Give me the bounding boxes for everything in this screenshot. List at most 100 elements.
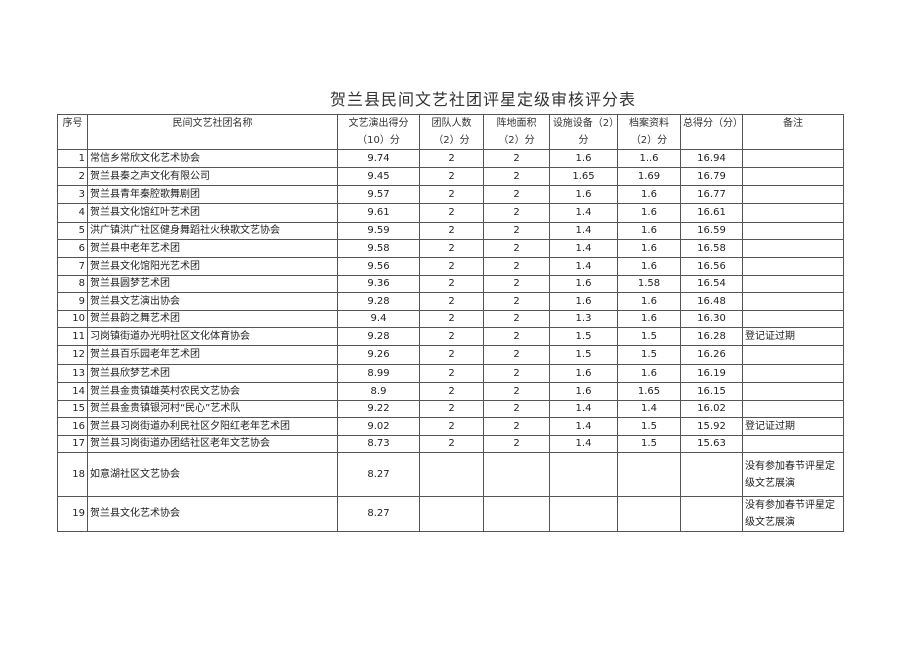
cell-index: 4 bbox=[57, 203, 88, 223]
cell-venue: 2 bbox=[483, 167, 550, 186]
cell-archives: 1.6 bbox=[617, 364, 681, 383]
header-members: 团队人数（2）分 bbox=[419, 114, 484, 150]
cell-members bbox=[419, 452, 484, 497]
cell-notes bbox=[742, 257, 844, 276]
cell-performance: 9.36 bbox=[337, 275, 420, 293]
cell-total: 16.61 bbox=[680, 203, 743, 223]
table-row: 19 贺兰县文化艺术协会 8.27 没有参加春节评星定级文艺展演 bbox=[57, 496, 844, 532]
cell-facilities: 1.5 bbox=[549, 345, 618, 365]
cell-venue: 2 bbox=[483, 364, 550, 383]
cell-performance: 8.99 bbox=[337, 364, 420, 383]
cell-facilities: 1.4 bbox=[549, 417, 618, 436]
cell-notes bbox=[742, 167, 844, 186]
cell-index: 15 bbox=[57, 400, 88, 418]
cell-name: 贺兰县习岗街道办团结社区老年文艺协会 bbox=[87, 435, 338, 453]
cell-total: 15.92 bbox=[680, 417, 743, 436]
cell-notes bbox=[742, 364, 844, 383]
cell-total: 16.56 bbox=[680, 257, 743, 276]
table-row: 10 贺兰县韵之舞艺术团 9.4 2 2 1.3 1.6 16.30 bbox=[57, 310, 844, 328]
cell-performance: 9.58 bbox=[337, 239, 420, 258]
cell-name: 洪广镇洪广社区健身舞蹈社火秧歌文艺协会 bbox=[87, 222, 338, 240]
cell-index: 5 bbox=[57, 222, 88, 240]
cell-archives: 1.5 bbox=[617, 435, 681, 453]
cell-performance: 9.59 bbox=[337, 222, 420, 240]
cell-facilities: 1.4 bbox=[549, 203, 618, 223]
cell-notes bbox=[742, 239, 844, 258]
cell-members: 2 bbox=[419, 185, 484, 204]
cell-performance: 9.28 bbox=[337, 292, 420, 311]
table-row: 15 贺兰县金贵镇银河村“民心”艺术队 9.22 2 2 1.4 1.4 16.02 bbox=[57, 400, 844, 418]
cell-archives: 1.6 bbox=[617, 292, 681, 311]
cell-members: 2 bbox=[419, 400, 484, 418]
cell-total: 16.30 bbox=[680, 310, 743, 328]
cell-members bbox=[419, 496, 484, 532]
cell-index: 17 bbox=[57, 435, 88, 453]
cell-facilities: 1.6 bbox=[549, 275, 618, 293]
cell-facilities bbox=[549, 452, 618, 497]
cell-venue: 2 bbox=[483, 400, 550, 418]
cell-name: 贺兰县青年秦腔歌舞剧团 bbox=[87, 185, 338, 204]
cell-venue bbox=[483, 496, 550, 532]
cell-venue: 2 bbox=[483, 185, 550, 204]
cell-index: 18 bbox=[57, 452, 88, 497]
cell-notes bbox=[742, 382, 844, 401]
cell-total bbox=[680, 496, 743, 532]
cell-index: 8 bbox=[57, 275, 88, 293]
cell-name: 贺兰县金贵镇雄英村农民文艺协会 bbox=[87, 382, 338, 401]
cell-name: 贺兰县百乐园老年艺术团 bbox=[87, 345, 338, 365]
cell-performance: 8.73 bbox=[337, 435, 420, 453]
cell-members: 2 bbox=[419, 417, 484, 436]
cell-notes bbox=[742, 292, 844, 311]
cell-archives: 1.4 bbox=[617, 400, 681, 418]
cell-members: 2 bbox=[419, 257, 484, 276]
cell-notes bbox=[742, 400, 844, 418]
cell-total bbox=[680, 452, 743, 497]
cell-notes: 没有参加春节评星定级文艺展演 bbox=[742, 452, 844, 497]
cell-venue: 2 bbox=[483, 257, 550, 276]
cell-total: 16.15 bbox=[680, 382, 743, 401]
table-row: 13 贺兰县欣梦艺术团 8.99 2 2 1.6 1.6 16.19 bbox=[57, 364, 844, 383]
cell-index: 19 bbox=[57, 496, 88, 532]
table-row: 7 贺兰县文化馆阳光艺术团 9.56 2 2 1.4 1.6 16.56 bbox=[57, 257, 844, 276]
cell-total: 16.26 bbox=[680, 345, 743, 365]
cell-total: 16.94 bbox=[680, 149, 743, 168]
cell-archives bbox=[617, 496, 681, 532]
table-row: 14 贺兰县金贵镇雄英村农民文艺协会 8.9 2 2 1.6 1.65 16.15 bbox=[57, 382, 844, 401]
cell-members: 2 bbox=[419, 149, 484, 168]
cell-notes bbox=[742, 275, 844, 293]
cell-total: 16.19 bbox=[680, 364, 743, 383]
cell-facilities: 1.6 bbox=[549, 364, 618, 383]
cell-venue: 2 bbox=[483, 275, 550, 293]
header-venue: 阵地面积（2）分 bbox=[483, 114, 550, 150]
cell-facilities: 1.6 bbox=[549, 185, 618, 204]
cell-index: 12 bbox=[57, 345, 88, 365]
cell-performance: 9.26 bbox=[337, 345, 420, 365]
cell-index: 13 bbox=[57, 364, 88, 383]
header-performance: 文艺演出得分（10）分 bbox=[337, 114, 420, 150]
cell-index: 6 bbox=[57, 239, 88, 258]
cell-members: 2 bbox=[419, 327, 484, 346]
cell-name: 贺兰县文化馆阳光艺术团 bbox=[87, 257, 338, 276]
cell-index: 9 bbox=[57, 292, 88, 311]
table-row: 8 贺兰县圆梦艺术团 9.36 2 2 1.6 1.58 16.54 bbox=[57, 275, 844, 293]
cell-venue: 2 bbox=[483, 149, 550, 168]
cell-notes bbox=[742, 203, 844, 223]
cell-performance: 9.56 bbox=[337, 257, 420, 276]
table-row: 6 贺兰县中老年艺术团 9.58 2 2 1.4 1.6 16.58 bbox=[57, 239, 844, 258]
cell-name: 贺兰县圆梦艺术团 bbox=[87, 275, 338, 293]
cell-index: 7 bbox=[57, 257, 88, 276]
cell-notes: 登记证过期 bbox=[742, 327, 844, 346]
table-row: 4 贺兰县文化馆红叶艺术团 9.61 2 2 1.4 1.6 16.61 bbox=[57, 203, 844, 223]
cell-facilities: 1.65 bbox=[549, 167, 618, 186]
cell-name: 贺兰县金贵镇银河村“民心”艺术队 bbox=[87, 400, 338, 418]
cell-venue: 2 bbox=[483, 222, 550, 240]
header-notes: 备注 bbox=[742, 114, 844, 150]
cell-performance: 9.4 bbox=[337, 310, 420, 328]
cell-total: 16.28 bbox=[680, 327, 743, 346]
cell-venue: 2 bbox=[483, 239, 550, 258]
cell-name: 贺兰县韵之舞艺术团 bbox=[87, 310, 338, 328]
cell-name: 贺兰县文化馆红叶艺术团 bbox=[87, 203, 338, 223]
cell-name: 习岗镇街道办光明社区文化体育协会 bbox=[87, 327, 338, 346]
cell-members: 2 bbox=[419, 275, 484, 293]
cell-archives: 1.5 bbox=[617, 327, 681, 346]
